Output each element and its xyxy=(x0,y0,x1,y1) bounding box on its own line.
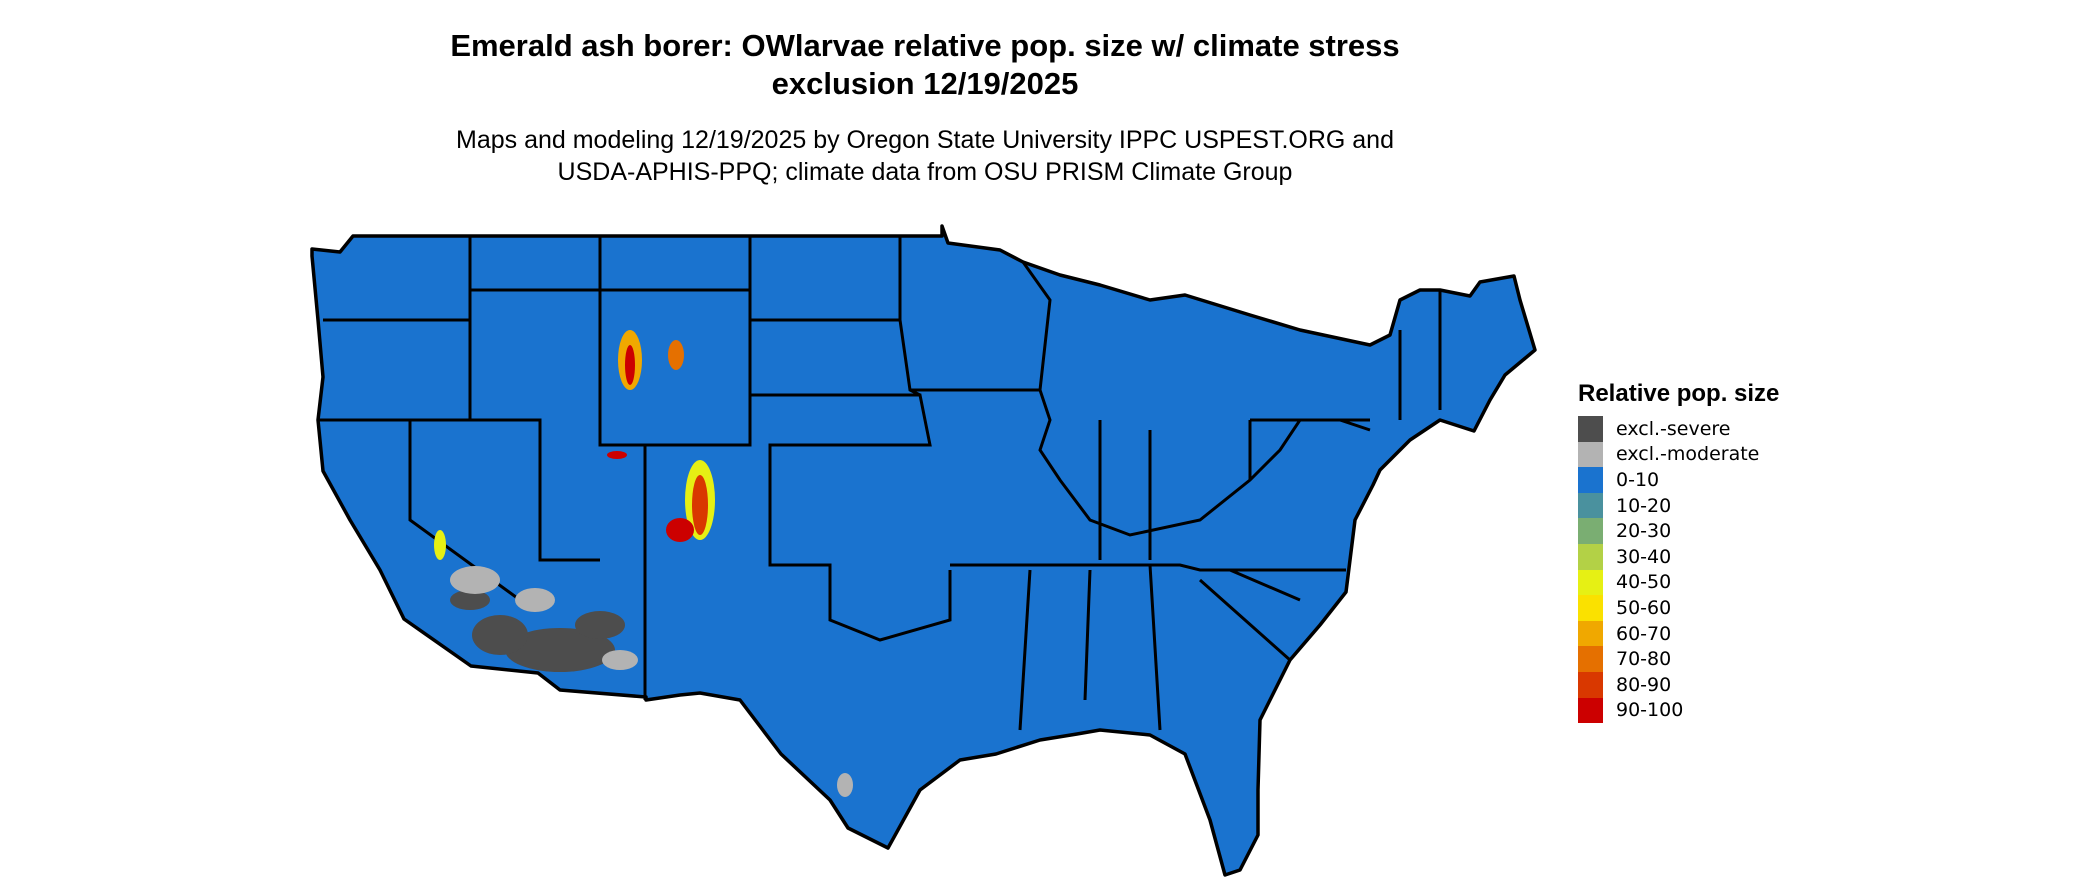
legend-label: 20-30 xyxy=(1616,520,1672,543)
legend-label: 60-70 xyxy=(1616,622,1672,645)
state-borders xyxy=(318,236,1442,731)
legend-swatch xyxy=(1578,697,1603,724)
conus-outline xyxy=(310,224,1537,877)
legend-label: excl.-moderate xyxy=(1616,443,1760,466)
legend-label: 10-20 xyxy=(1616,494,1672,517)
legend-title: Relative pop. size xyxy=(1578,380,1780,407)
exclusion-severe-areas xyxy=(450,590,625,672)
legend-item: 90-100 xyxy=(1578,697,1779,724)
legend-swatch xyxy=(1578,595,1603,621)
legend-label: 50-60 xyxy=(1616,596,1672,619)
exclusion-moderate-areas xyxy=(450,566,853,797)
legend-swatch xyxy=(1578,569,1603,596)
legend-swatch xyxy=(1578,467,1603,493)
legend-label: 80-90 xyxy=(1616,673,1672,696)
legend-swatch xyxy=(1578,441,1603,468)
legend-swatch xyxy=(1578,620,1603,647)
high-population-hotspots xyxy=(434,330,715,560)
legend-swatch xyxy=(1578,646,1603,672)
legend-item: 20-30 xyxy=(1578,518,1779,544)
legend-item: 10-20 xyxy=(1578,492,1779,519)
subtitle-line-1: Maps and modeling 12/19/2025 by Oregon S… xyxy=(456,126,1394,154)
legend-item: 70-80 xyxy=(1578,646,1779,672)
legend-item: excl.-severe xyxy=(1578,416,1779,442)
legend-item: 30-40 xyxy=(1578,543,1779,570)
legend-item: 80-90 xyxy=(1578,671,1779,698)
title-line-1: Emerald ash borer: OWlarvae relative pop… xyxy=(450,28,1400,63)
subtitle-line-2: USDA-APHIS-PPQ; climate data from OSU PR… xyxy=(557,158,1293,186)
legend-swatch xyxy=(1578,543,1603,570)
legend-swatch xyxy=(1578,518,1603,544)
legend-swatch xyxy=(1578,416,1603,442)
legend: Relative pop. size excl.-severe excl.-mod… xyxy=(1578,380,1780,724)
legend-item: excl.-moderate xyxy=(1578,441,1779,468)
legend-item: 40-50 xyxy=(1578,569,1779,596)
legend-label: 70-80 xyxy=(1616,648,1672,671)
legend-label: 90-100 xyxy=(1616,699,1684,722)
legend-label: 30-40 xyxy=(1616,545,1672,568)
legend-label: 40-50 xyxy=(1616,571,1672,594)
legend-item: 60-70 xyxy=(1578,620,1779,647)
legend-item: 0-10 xyxy=(1578,467,1779,493)
legend-item: 50-60 xyxy=(1578,595,1779,621)
legend-label: excl.-severe xyxy=(1616,417,1731,440)
legend-label: 0-10 xyxy=(1616,468,1660,491)
title-line-2: exclusion 12/19/2025 xyxy=(771,66,1079,101)
legend-swatch xyxy=(1578,671,1603,698)
legend-swatch xyxy=(1578,492,1603,519)
